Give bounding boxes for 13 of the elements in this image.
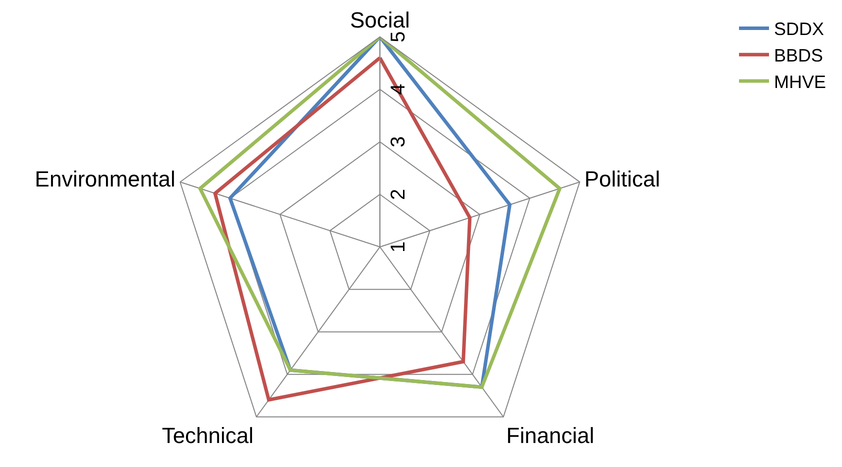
y-tick-label: 2 xyxy=(387,188,410,200)
spoke-label: Technical xyxy=(162,423,254,448)
y-tick-label: 5 xyxy=(387,31,410,42)
y-tick-label: 3 xyxy=(387,136,410,148)
legend-label: SDDX xyxy=(774,19,824,40)
spoke-label: Financial xyxy=(506,423,594,448)
spoke-label: Environmental xyxy=(34,166,176,192)
spoke-label: Political xyxy=(584,166,660,192)
legend-label: MHVE xyxy=(774,72,826,92)
y-tick-label: 4 xyxy=(387,84,410,95)
legend-label: BBDS xyxy=(774,46,824,66)
spoke-label: Social xyxy=(350,8,410,33)
y-tick-label: 1 xyxy=(387,241,410,252)
